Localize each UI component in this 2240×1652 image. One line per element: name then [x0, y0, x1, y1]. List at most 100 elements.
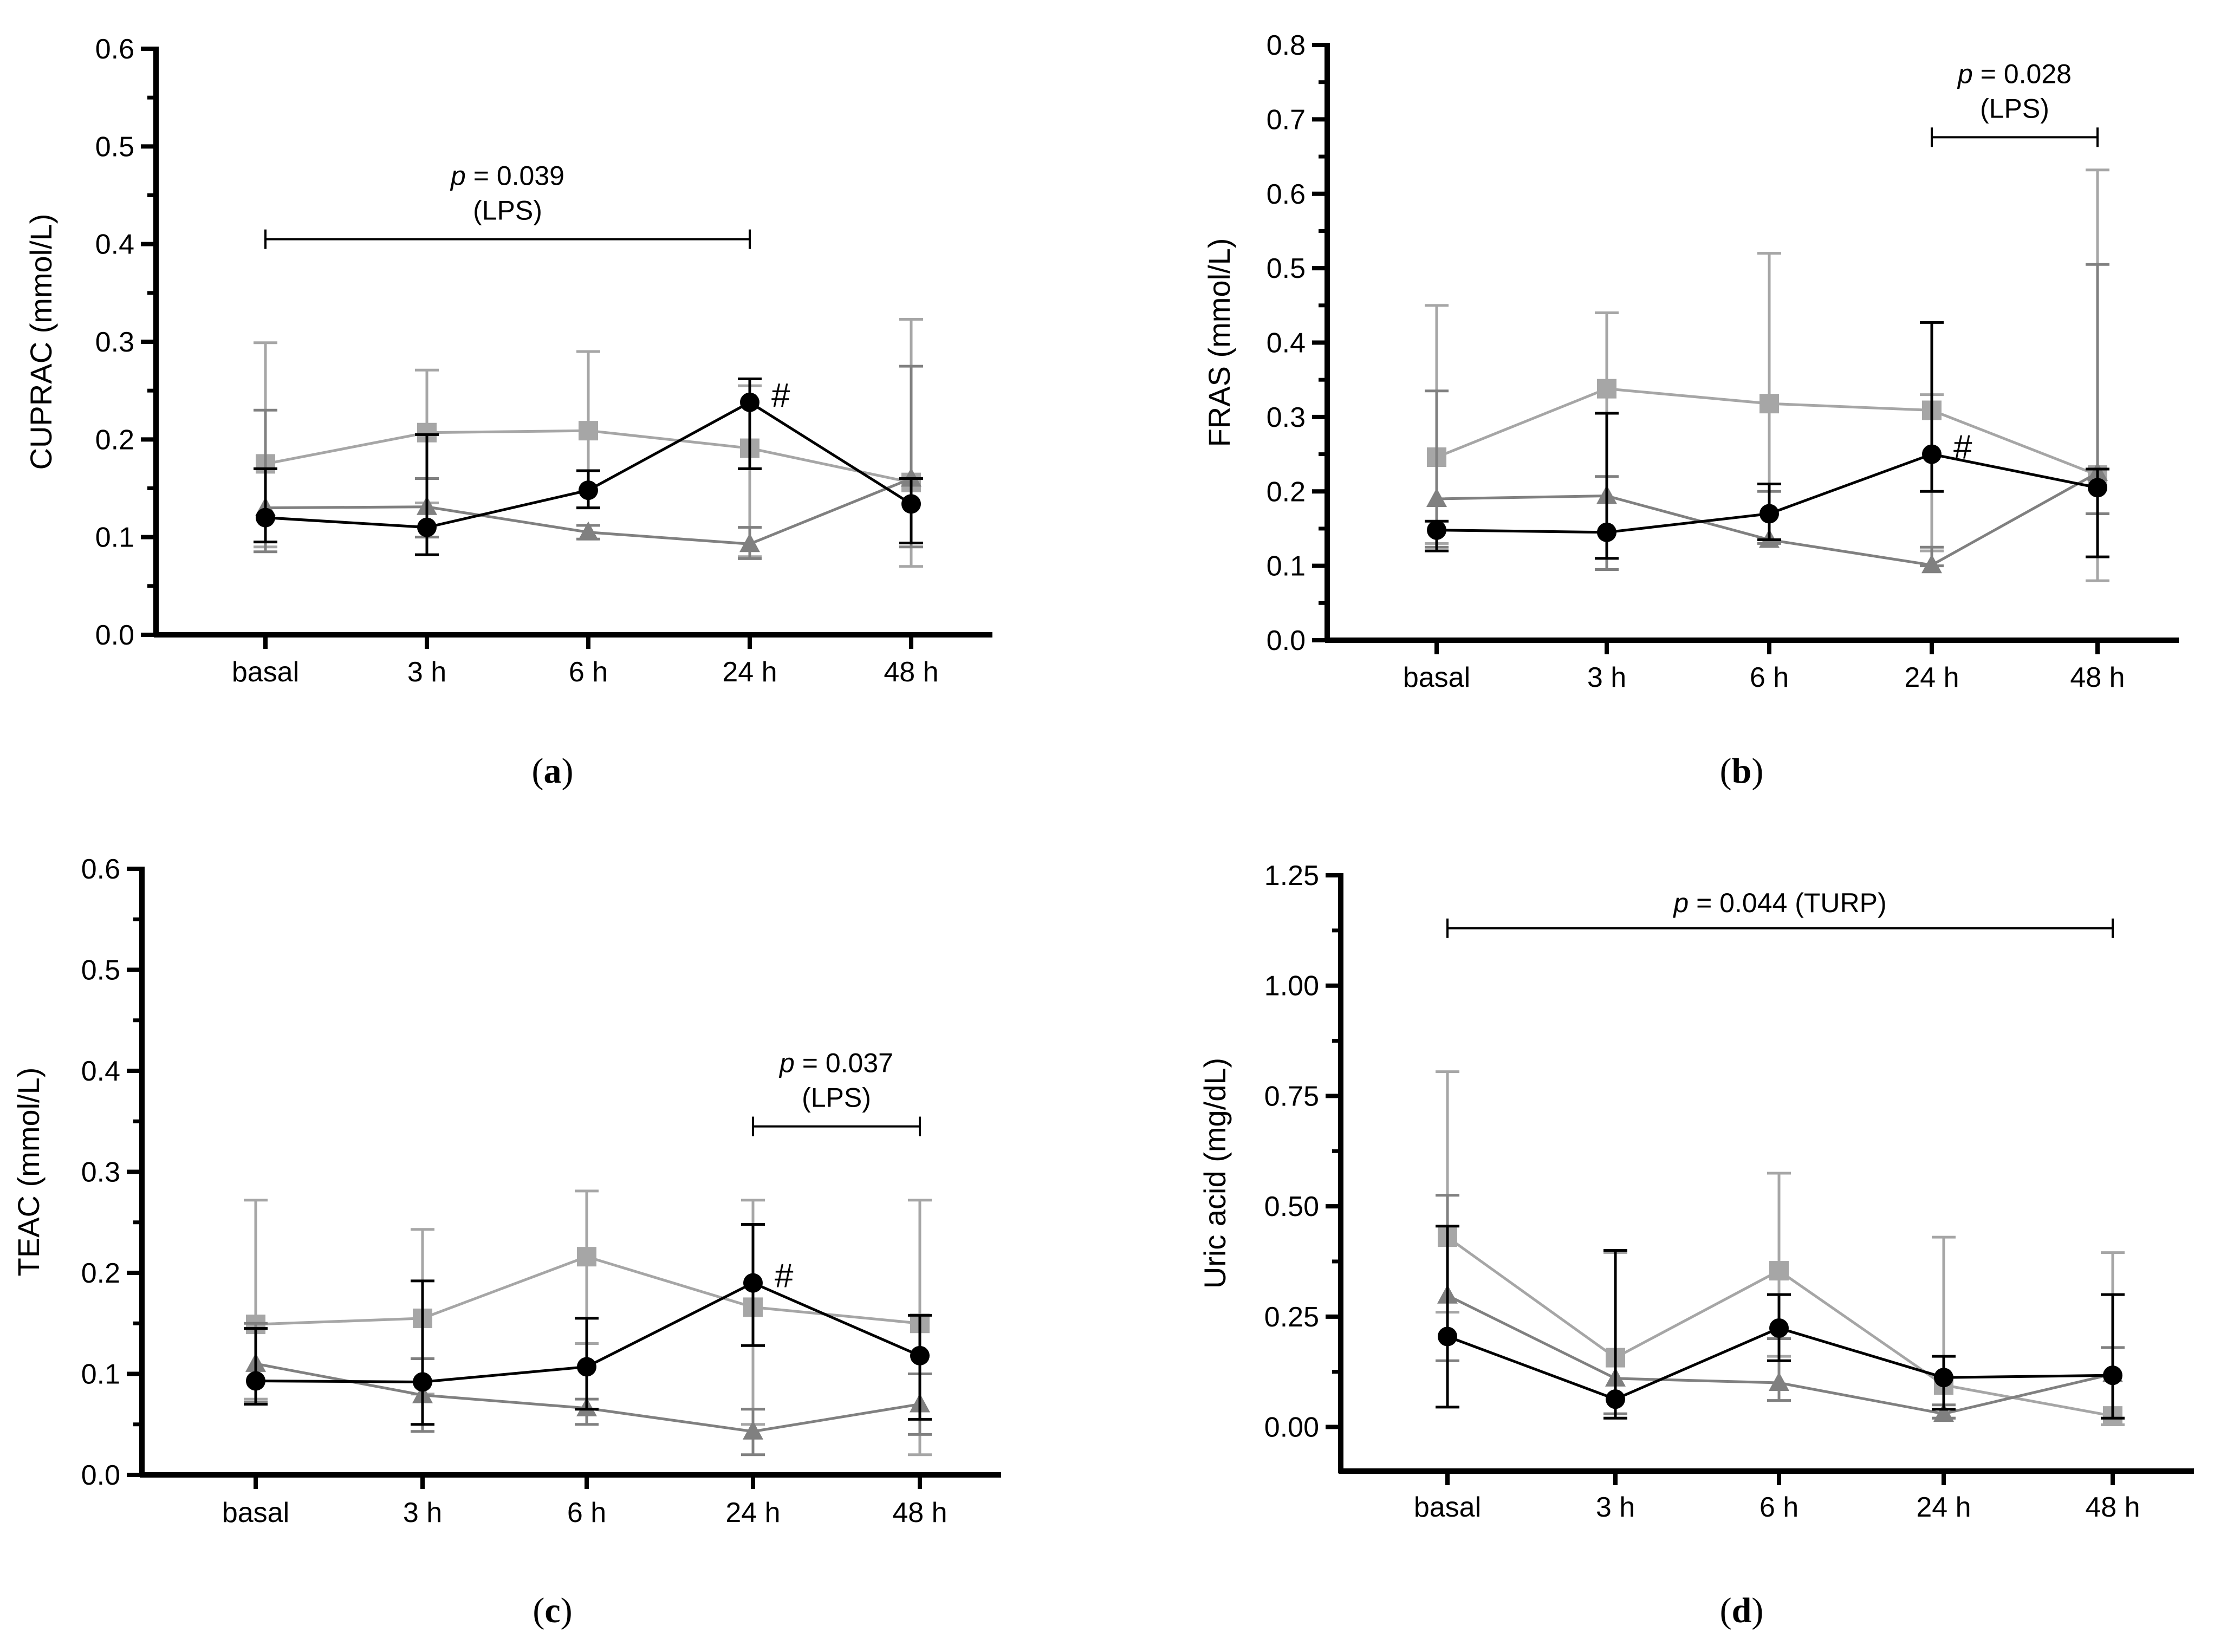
data-point-circle	[740, 392, 759, 412]
data-point-circle	[577, 1357, 596, 1377]
x-tick-label: 3 h	[1596, 1492, 1635, 1523]
y-tick-label: 0.6	[1267, 179, 1306, 210]
data-point-circle	[1922, 444, 1942, 464]
y-tick-label: 0.4	[95, 229, 134, 261]
panel-a: 0.0 0.1 0.2 0.3 0.4 0.5 0.6 basal 3 h 6 h 24 h 48 h…	[24, 34, 992, 791]
y-tick-label: 0.5	[95, 131, 134, 162]
y-tick-label: 0.0	[81, 1460, 120, 1491]
data-point-circle	[1606, 1389, 1625, 1409]
x-tick-label: 24 h	[722, 656, 777, 688]
panel-c: 0.0 0.1 0.2 0.3 0.4 0.5 0.6 basal 3 h 6 h 24 h 48 h…	[11, 854, 1001, 1630]
data-point-circle	[2088, 478, 2107, 498]
y-tick-label: 0.8	[1267, 30, 1306, 61]
x-tick-label: 48 h	[2070, 662, 2125, 693]
x-tick-label: 48 h	[2085, 1492, 2140, 1523]
y-tick-label: 0.6	[95, 34, 134, 65]
data-point-circle	[1769, 1318, 1789, 1338]
x-tick-label: basal	[1414, 1492, 1481, 1523]
x-tick-label: 3 h	[407, 656, 446, 688]
significance-bracket: p = 0.028 (LPS)	[1931, 58, 2099, 147]
panel-tag: (a)	[532, 751, 574, 791]
data-point-circle	[743, 1273, 763, 1293]
panel-tag: (c)	[533, 1591, 572, 1630]
x-tick-label: 24 h	[725, 1497, 780, 1529]
y-tick-label: 0.1	[81, 1359, 120, 1390]
significance-sublabel: (LPS)	[473, 196, 542, 226]
significance-bracket: p = 0.044 (TURP)	[1446, 888, 2114, 938]
significance-label: p = 0.044 (TURP)	[1672, 888, 1886, 918]
data-point-square	[579, 421, 598, 441]
data-point-circle	[1438, 1326, 1457, 1347]
y-tick-label: 0.4	[81, 1056, 120, 1087]
data-point-square	[577, 1247, 596, 1267]
data-point-triangle	[1769, 1372, 1789, 1391]
data-point-triangle	[578, 521, 599, 541]
y-axis-title: FRAS (mmol/L)	[1202, 238, 1236, 447]
x-tick-label: 48 h	[892, 1497, 947, 1529]
significance-hash: #	[775, 1258, 794, 1295]
data-point-circle	[1597, 522, 1616, 542]
y-tick-label: 0.2	[95, 424, 134, 456]
data-point-square	[1597, 379, 1616, 399]
x-tick-label: 6 h	[1750, 662, 1789, 693]
significance-bracket: p = 0.039 (LPS)	[264, 161, 751, 249]
x-tick-label: basal	[232, 656, 299, 688]
series-circle	[244, 1222, 932, 1426]
y-tick-label: 0.5	[1267, 253, 1306, 284]
y-tick-label: 0.4	[1267, 328, 1306, 359]
data-point-circle	[1759, 504, 1779, 524]
y-tick-label: 0.1	[1267, 551, 1306, 582]
data-point-triangle	[1426, 487, 1447, 507]
data-point-triangle	[743, 1420, 763, 1440]
y-axis-title: TEAC (mmol/L)	[11, 1068, 46, 1277]
panel-tag: (b)	[1720, 751, 1764, 791]
x-tick-label: basal	[1403, 662, 1470, 693]
y-axis-title: Uric acid (mg/dL)	[1198, 1058, 1232, 1289]
data-point-square	[1759, 394, 1779, 414]
x-tick-label: 48 h	[884, 656, 938, 688]
panel-tag: (d)	[1720, 1591, 1764, 1630]
data-point-circle	[1427, 520, 1446, 540]
series-triangle	[1425, 263, 2109, 574]
data-point-circle	[1934, 1368, 1953, 1388]
y-tick-label: 0.00	[1264, 1412, 1319, 1443]
x-tick-label: 6 h	[569, 656, 608, 688]
y-axis-title: CUPRAC (mmol/L)	[24, 214, 58, 470]
data-point-circle	[417, 517, 437, 537]
significance-sublabel: (LPS)	[802, 1083, 871, 1113]
series-circle	[254, 378, 923, 556]
panel-d: 0.00 0.25 0.50 0.75 1.00 1.25 basal 3 h 6 h 24 h 4…	[1198, 860, 2194, 1630]
series-circle	[1436, 1225, 2125, 1420]
y-tick-label: 0.5	[81, 955, 120, 986]
data-point-triangle	[1933, 1403, 1954, 1422]
data-point-circle	[413, 1372, 432, 1392]
significance-label: p = 0.039	[450, 161, 564, 191]
y-tick-label: 1.00	[1264, 971, 1319, 1002]
significance-hash: #	[1953, 429, 1972, 466]
data-point-circle	[2103, 1365, 2122, 1386]
y-tick-label: 0.75	[1264, 1081, 1319, 1112]
x-tick-label: 3 h	[1587, 662, 1626, 693]
y-tick-label: 0.0	[95, 620, 134, 651]
data-point-circle	[256, 508, 275, 528]
y-tick-label: 0.0	[1267, 625, 1306, 656]
data-point-circle	[579, 480, 598, 500]
y-tick-label: 0.6	[81, 854, 120, 885]
significance-label: p = 0.028	[1957, 58, 2072, 89]
data-point-circle	[246, 1371, 265, 1391]
x-tick-label: 24 h	[1904, 662, 1959, 693]
y-tick-label: 0.3	[1267, 402, 1306, 433]
y-tick-label: 0.2	[81, 1258, 120, 1289]
data-point-triangle	[739, 533, 760, 552]
y-tick-label: 0.25	[1264, 1302, 1319, 1333]
data-point-triangle	[1921, 554, 1942, 574]
y-tick-label: 0.1	[95, 522, 134, 554]
significance-sublabel: (LPS)	[1980, 93, 2049, 123]
series-circle	[1425, 321, 2109, 560]
data-point-square	[1769, 1261, 1789, 1281]
y-tick-label: 1.25	[1264, 860, 1319, 892]
x-tick-label: basal	[222, 1497, 289, 1529]
x-tick-label: 6 h	[567, 1497, 606, 1529]
y-tick-label: 0.7	[1267, 104, 1306, 135]
significance-bracket: p = 0.037 (LPS)	[752, 1048, 921, 1136]
